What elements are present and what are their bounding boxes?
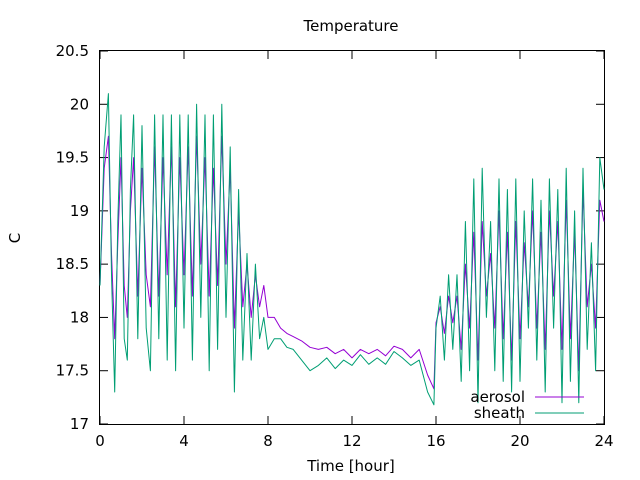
y-axis: 17 17.5 18 18.5 19 19.5 20 20.5 <box>56 42 604 433</box>
y-tick-label: 20.5 <box>56 42 89 60</box>
series-line-sheath <box>99 93 605 406</box>
x-tick-label: 24 <box>594 432 613 450</box>
y-tick-label: 17.5 <box>56 362 89 380</box>
y-tick-label: 20 <box>70 95 89 113</box>
plot-frame <box>99 50 605 425</box>
x-tick-label: 4 <box>179 432 189 450</box>
x-tick-label: 12 <box>342 432 361 450</box>
y-tick-label: 19 <box>70 202 89 220</box>
x-axis-label: Time [hour] <box>306 457 395 475</box>
x-tick-label: 0 <box>95 432 105 450</box>
x-tick-label: 20 <box>510 432 529 450</box>
y-tick-label: 19.5 <box>56 149 89 167</box>
x-tick-label: 16 <box>426 432 445 450</box>
y-axis-label: C <box>6 233 24 243</box>
series-layer <box>99 93 605 406</box>
chart-title: Temperature <box>302 17 398 35</box>
y-tick-label: 18.5 <box>56 255 89 273</box>
legend-label-sheath: sheath <box>474 404 525 422</box>
y-tick-label: 17 <box>70 415 89 433</box>
x-tick-label: 8 <box>263 432 273 450</box>
y-tick-label: 18 <box>70 308 89 326</box>
x-axis: 0 4 8 12 16 20 24 <box>95 51 614 450</box>
legend-label-aerosol: aerosol <box>470 388 525 406</box>
